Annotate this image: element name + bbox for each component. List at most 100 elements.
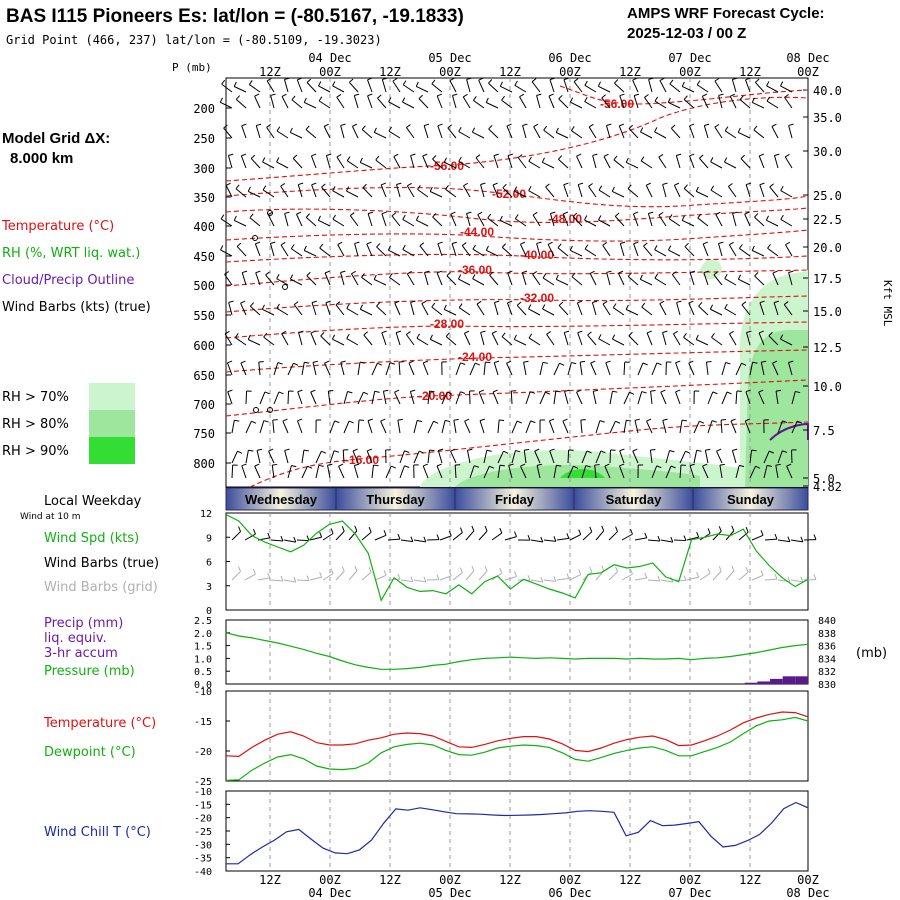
- wind-barb-flag: [751, 97, 755, 103]
- wind-barb-shaft: [450, 450, 457, 464]
- wind-barb: [335, 566, 345, 581]
- wind-barb-flag: [780, 81, 784, 87]
- wind-barb-flag: [362, 183, 367, 189]
- wind-barb-flag: [540, 576, 544, 583]
- wind-barb: [775, 389, 782, 405]
- wind-barb-shaft: [381, 79, 387, 93]
- wind-barb-shaft: [773, 155, 779, 169]
- wind-barb: [543, 125, 555, 139]
- wind-barb-shaft: [444, 309, 457, 316]
- wind-barb-flag: [759, 153, 765, 157]
- wind-barb-flag: [606, 270, 612, 273]
- wind-barb-flag: [289, 127, 293, 133]
- wind-barb: [450, 211, 457, 227]
- wind-barb: [469, 362, 480, 376]
- wind-barb-shaft: [449, 80, 457, 93]
- wind-barb-shaft: [775, 465, 779, 479]
- wind-barb-flag: [293, 301, 299, 306]
- wind-barb-flag: [249, 213, 254, 219]
- wind-barb: [382, 389, 389, 405]
- wind-barb: [458, 156, 471, 169]
- wind-barb: [633, 93, 640, 109]
- wind-barb-flag: [745, 389, 751, 393]
- wind-barb-flag: [519, 93, 525, 98]
- wind-barb-shaft: [291, 248, 303, 257]
- wind-barb-flag: [272, 463, 278, 466]
- wind-barb-flag: [619, 93, 625, 97]
- wind-barb-shaft: [773, 302, 779, 316]
- wind-barb: [601, 94, 611, 109]
- wind-barb-shaft: [595, 420, 601, 434]
- wind-barb-shaft: [713, 274, 723, 286]
- wind-barb-shaft: [361, 531, 372, 541]
- wind-barb-shaft: [266, 80, 275, 93]
- wind-barb-shaft: [553, 391, 557, 405]
- wind-barb-shaft: [437, 243, 443, 257]
- wind-barb-shaft: [240, 362, 247, 376]
- wind-barb-shaft: [297, 391, 303, 405]
- wind-barb-shaft: [712, 530, 722, 541]
- wind-barb-flag: [611, 186, 615, 192]
- wind-barb-shaft: [669, 83, 681, 93]
- pressure-tick-label: 750: [193, 427, 215, 441]
- wind-barb-shaft: [450, 213, 457, 227]
- wind-barb: [367, 211, 374, 227]
- wind-barb-flag: [718, 526, 722, 532]
- wind-barb-flag: [493, 153, 499, 157]
- wind-barb-shaft: [248, 190, 261, 198]
- wind-barb: [758, 389, 765, 405]
- wind-barb-shaft: [766, 100, 779, 109]
- wind-barb-flag: [760, 570, 764, 576]
- wind-barb-flag: [577, 330, 583, 334]
- wind-barb-shaft: [536, 95, 541, 109]
- wind-barb-shaft: [640, 160, 653, 169]
- wind-barb-shaft: [255, 272, 261, 286]
- y-tick-label: -30: [194, 840, 212, 851]
- wind-barb: [418, 94, 429, 109]
- wind-barb-flag: [262, 185, 267, 191]
- wind-barb-shaft: [569, 574, 581, 581]
- wind-barb-flag: [600, 450, 606, 454]
- wind-barb: [499, 215, 513, 227]
- wind-barb-flag: [632, 77, 638, 81]
- wind-barb-flag: [436, 270, 442, 274]
- wind-barb: [502, 183, 513, 198]
- wind-barb-flag: [373, 464, 379, 467]
- wind-barb-flag: [766, 96, 771, 102]
- wind-barb-shaft: [735, 390, 738, 405]
- bottom-hour-tick: 12Z: [379, 873, 401, 887]
- wind-barb-flag: [627, 184, 632, 189]
- wind-barb-shaft: [688, 362, 695, 376]
- wind-barb: [395, 330, 402, 346]
- wind-barb-shaft: [293, 304, 303, 316]
- wind-barb-shaft: [419, 245, 429, 257]
- wind-barb: [536, 463, 543, 479]
- wind-barb-shaft: [220, 249, 233, 257]
- wind-barb-flag: [658, 153, 664, 158]
- bottom-hour-tick: 12Z: [739, 873, 761, 887]
- wind-barb-shaft: [504, 576, 517, 581]
- wind-barb-flag: [402, 214, 406, 220]
- wind-barb-shaft: [466, 213, 471, 227]
- wind-barb-flag: [318, 464, 324, 467]
- wind-barb-shaft: [738, 132, 751, 139]
- wind-barb-shaft: [366, 450, 373, 464]
- wind-barb: [380, 418, 387, 434]
- wind-barb-shaft: [539, 391, 546, 405]
- wind-barb-flag: [446, 271, 451, 277]
- wind-barb-shaft: [340, 125, 345, 139]
- wind-barb-flag: [584, 80, 588, 86]
- top-hour-tick: 00Z: [439, 65, 461, 79]
- wind-barb-shaft: [763, 450, 770, 464]
- wind-barb-shaft: [626, 309, 639, 316]
- wind-barb-shaft: [391, 215, 401, 227]
- wind-barb-flag: [536, 241, 542, 244]
- wind-barb-shaft: [683, 188, 695, 198]
- wind-barb-shaft: [654, 277, 667, 286]
- wind-barb-shaft: [385, 362, 391, 376]
- wind-barb-flag: [306, 535, 310, 541]
- wind-barb: [497, 464, 505, 479]
- wind-barb: [772, 270, 779, 286]
- wind-barb-flag: [739, 464, 745, 468]
- wind-barb: [231, 419, 240, 434]
